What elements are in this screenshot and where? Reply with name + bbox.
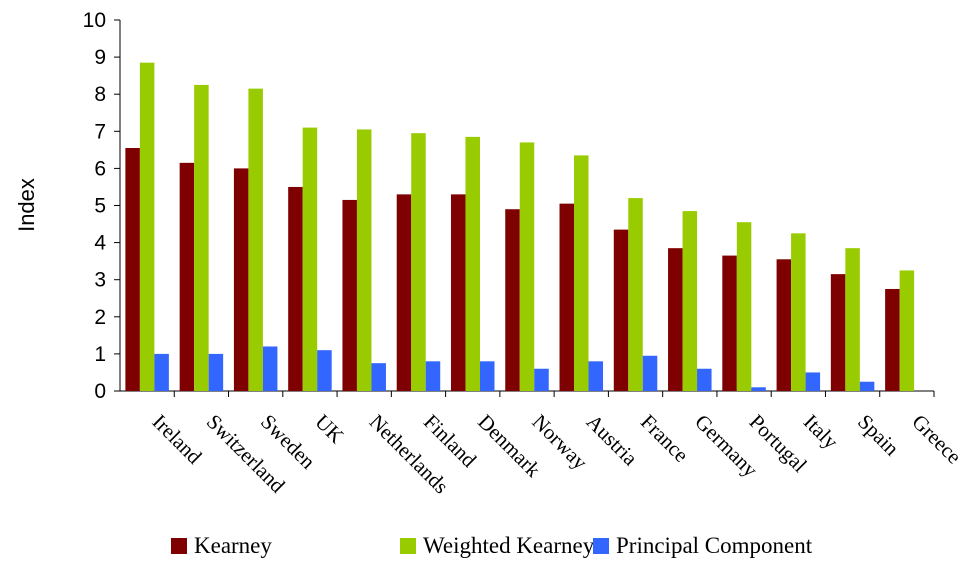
bar-principal-component-germany — [697, 369, 712, 391]
bar-weighted-kearney-france — [628, 198, 643, 391]
bar-principal-component-denmark — [480, 361, 495, 391]
legend: Kearney Weighted Kearney Principal Compone… — [171, 533, 813, 558]
bar-kearney-portugal — [722, 256, 737, 391]
bar-principal-component-ireland — [154, 354, 169, 391]
legend-swatch-principal-component — [593, 538, 609, 554]
y-tick-label: 9 — [94, 46, 106, 69]
y-tick-label: 0 — [94, 380, 106, 403]
bar-kearney-greece — [885, 289, 900, 391]
x-tick-label: Ireland — [148, 410, 207, 469]
bar-kearney-switzerland — [180, 163, 195, 391]
bar-principal-component-finland — [426, 361, 441, 391]
y-axis-label: Index — [14, 178, 39, 232]
bar-kearney-uk — [288, 187, 303, 391]
bar-weighted-kearney-sweden — [248, 89, 263, 391]
y-tick-label: 8 — [94, 83, 106, 106]
bar-kearney-spain — [831, 274, 846, 391]
legend-label-kearney: Kearney — [194, 533, 272, 558]
y-tick-label: 6 — [94, 157, 106, 180]
y-tick-label: 7 — [94, 120, 106, 143]
y-tick-label: 1 — [94, 343, 106, 366]
bar-kearney-netherlands — [342, 200, 357, 391]
bar-principal-component-italy — [806, 372, 821, 391]
bar-kearney-finland — [397, 194, 412, 391]
bar-principal-component-uk — [317, 350, 332, 391]
bar-kearney-italy — [777, 259, 792, 391]
y-tick-label: 5 — [94, 195, 106, 218]
bar-weighted-kearney-ireland — [140, 63, 155, 391]
x-tick-label: Spain — [853, 410, 904, 461]
bar-kearney-denmark — [451, 194, 466, 391]
bar-kearney-ireland — [125, 148, 140, 391]
y-tick-label: 2 — [94, 306, 106, 329]
bar-weighted-kearney-portugal — [737, 222, 752, 391]
y-tick-label: 4 — [94, 232, 106, 255]
x-tick-label: UK — [310, 410, 348, 448]
x-tick-label: Italy — [799, 410, 844, 455]
legend-swatch-weighted-kearney — [400, 538, 416, 554]
bar-principal-component-switzerland — [209, 354, 224, 391]
bar-kearney-germany — [668, 248, 683, 391]
bar-kearney-france — [614, 230, 629, 391]
bar-weighted-kearney-norway — [520, 142, 535, 391]
x-tick-label: Austria — [582, 410, 643, 471]
bar-kearney-austria — [560, 204, 575, 391]
bar-weighted-kearney-switzerland — [194, 85, 209, 391]
bar-principal-component-france — [643, 356, 658, 391]
bar-weighted-kearney-spain — [845, 248, 860, 391]
bar-principal-component-netherlands — [371, 363, 386, 391]
bar-weighted-kearney-austria — [574, 155, 589, 391]
bar-weighted-kearney-greece — [900, 270, 915, 391]
bar-principal-component-norway — [534, 369, 549, 391]
x-tick-label: France — [636, 410, 693, 467]
bar-weighted-kearney-italy — [791, 233, 806, 391]
legend-label-weighted-kearney: Weighted Kearney — [423, 533, 595, 558]
bar-principal-component-portugal — [751, 387, 766, 391]
bar-principal-component-spain — [860, 382, 875, 391]
bar-weighted-kearney-finland — [411, 133, 426, 391]
y-tick-label: 10 — [83, 9, 106, 32]
bar-kearney-sweden — [234, 168, 249, 391]
legend-label-principal-component: Principal Component — [616, 533, 813, 558]
bar-weighted-kearney-denmark — [465, 137, 480, 391]
bar-principal-component-sweden — [263, 346, 278, 391]
bar-weighted-kearney-netherlands — [357, 129, 372, 391]
bar-weighted-kearney-germany — [683, 211, 698, 391]
bar-principal-component-austria — [589, 361, 604, 391]
x-tick-label: Greece — [907, 410, 966, 469]
y-tick-label: 3 — [94, 269, 106, 292]
bar-kearney-norway — [505, 209, 520, 391]
bar-weighted-kearney-uk — [303, 128, 318, 391]
legend-swatch-kearney — [171, 538, 187, 554]
